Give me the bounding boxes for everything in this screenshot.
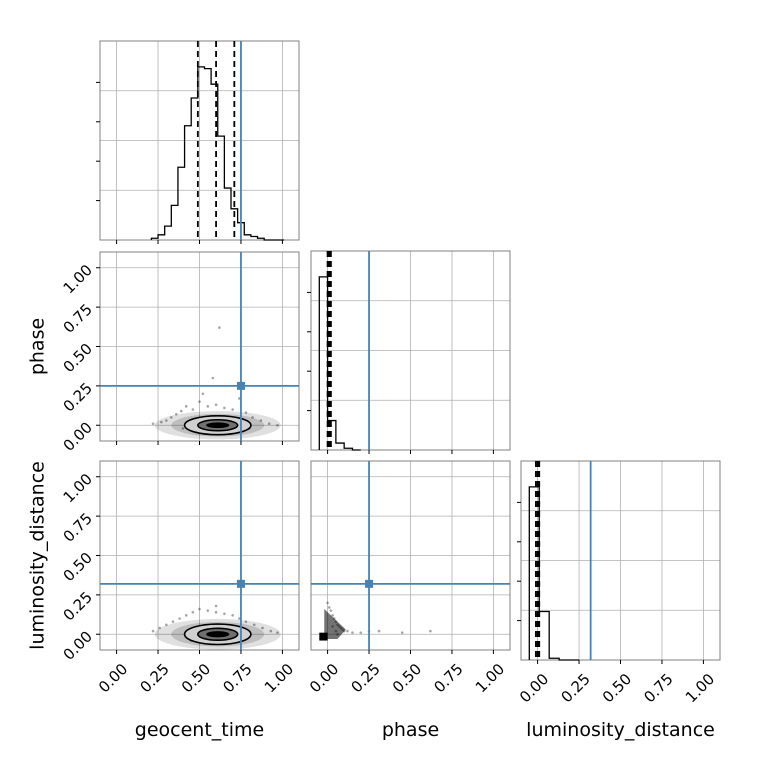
truth-marker bbox=[365, 579, 374, 588]
scatter-point bbox=[165, 623, 168, 627]
scatter-panel-geocent_time-vs-phase bbox=[96, 251, 300, 445]
x-tick-label: 0.25 bbox=[136, 660, 172, 696]
scatter-point bbox=[400, 631, 404, 634]
scatter-point bbox=[179, 409, 183, 413]
scatter-point bbox=[214, 403, 218, 407]
x-tick-label: 0.00 bbox=[95, 660, 131, 696]
scatter-point bbox=[238, 617, 241, 620]
y-tick-label: 0.00 bbox=[60, 628, 96, 664]
scatter-point bbox=[198, 400, 201, 403]
x-tick-label: 0.00 bbox=[516, 670, 552, 706]
x-tick-label: 0.75 bbox=[430, 660, 466, 696]
scatter-point bbox=[214, 610, 218, 614]
density-core bbox=[206, 422, 230, 429]
x-tick-label: 1.00 bbox=[682, 670, 718, 706]
x-tick-label: 0.50 bbox=[599, 670, 635, 706]
y-tick-label: 0.75 bbox=[60, 509, 96, 545]
histogram-step-phase bbox=[318, 276, 361, 451]
scatter-point bbox=[218, 326, 221, 329]
scatter-point bbox=[359, 631, 363, 634]
x-tick-label: 0.25 bbox=[347, 660, 383, 696]
scatter-point bbox=[223, 406, 226, 410]
scatter-point bbox=[329, 609, 333, 612]
histogram-panel-geocent_time bbox=[96, 40, 300, 244]
x-tick-label: 0.75 bbox=[219, 660, 255, 696]
scatter-point bbox=[252, 623, 256, 627]
scatter-point bbox=[238, 397, 241, 400]
scatter-point bbox=[331, 614, 334, 617]
y-tick-label: 0.25 bbox=[60, 588, 96, 624]
scatter-point bbox=[231, 408, 234, 411]
x-tick-label: 0.00 bbox=[306, 660, 342, 696]
scatter-point bbox=[151, 422, 155, 425]
y-tick-label: 0.50 bbox=[60, 549, 96, 585]
truth-marker bbox=[236, 579, 245, 588]
scatter-point bbox=[211, 376, 215, 380]
scatter-point bbox=[191, 610, 195, 614]
y-tick-label: 0.25 bbox=[60, 379, 96, 415]
scatter-point bbox=[276, 423, 279, 427]
density-core bbox=[319, 632, 328, 641]
scatter-point bbox=[244, 411, 248, 414]
scatter-point bbox=[158, 626, 161, 630]
scatter-panel-geocent_time-vs-luminosity_distance bbox=[96, 460, 300, 654]
scatter-point bbox=[184, 405, 188, 408]
density-core bbox=[206, 631, 230, 638]
scatter-point bbox=[223, 612, 226, 616]
y-tick-label: 1.00 bbox=[60, 261, 96, 297]
scatter-point bbox=[160, 420, 163, 424]
scatter-panel-phase-vs-luminosity_distance bbox=[310, 460, 511, 654]
scatter-point bbox=[171, 620, 175, 623]
scatter-point bbox=[351, 631, 354, 634]
scatter-point bbox=[276, 631, 279, 634]
scatter-point bbox=[165, 419, 168, 422]
scatter-point bbox=[174, 412, 178, 416]
scatter-point bbox=[429, 629, 432, 633]
scatter-point bbox=[251, 416, 254, 419]
density-wedge bbox=[324, 609, 346, 639]
scatter-point bbox=[181, 427, 185, 430]
truth-marker bbox=[236, 381, 245, 390]
scatter-point bbox=[327, 606, 331, 609]
x-axis-label-phase: phase bbox=[382, 719, 439, 741]
scatter-point bbox=[377, 629, 381, 633]
scatter-point bbox=[326, 601, 329, 605]
scatter-point bbox=[206, 405, 210, 408]
x-tick-label: 0.75 bbox=[640, 670, 676, 706]
x-axis-label-luminosity_distance: luminosity_distance bbox=[526, 719, 715, 741]
scatter-point bbox=[198, 607, 201, 611]
histogram-panel-phase bbox=[307, 250, 511, 454]
scatter-point bbox=[206, 609, 210, 612]
scatter-point bbox=[178, 617, 181, 620]
scatter-point bbox=[269, 629, 273, 633]
scatter-point bbox=[201, 392, 205, 396]
scatter-point bbox=[244, 620, 248, 623]
x-tick-label: 0.25 bbox=[557, 670, 593, 706]
x-axis-label-geocent_time: geocent_time bbox=[135, 719, 264, 741]
scatter-point bbox=[267, 422, 271, 425]
x-tick-label: 0.50 bbox=[389, 660, 425, 696]
scatter-point bbox=[346, 629, 349, 633]
y-tick-label: 0.00 bbox=[60, 419, 96, 455]
histogram-step-luminosity_distance bbox=[528, 486, 580, 661]
y-tick-label: 1.00 bbox=[60, 470, 96, 506]
scatter-point bbox=[261, 626, 264, 630]
histogram-step-geocent_time bbox=[150, 66, 285, 241]
y-axis-label-phase: phase bbox=[27, 318, 49, 375]
histogram-panel-luminosity_distance bbox=[517, 460, 721, 664]
scatter-point bbox=[184, 614, 188, 617]
y-tick-label: 0.50 bbox=[60, 340, 96, 376]
scatter-point bbox=[191, 408, 195, 411]
scatter-point bbox=[170, 416, 173, 419]
x-tick-label: 1.00 bbox=[472, 660, 508, 696]
scatter-point bbox=[231, 614, 234, 617]
y-axis-label-luminosity_distance: luminosity_distance bbox=[27, 461, 49, 650]
x-tick-label: 0.50 bbox=[178, 660, 214, 696]
scatter-point bbox=[214, 604, 218, 608]
y-tick-label: 0.75 bbox=[60, 300, 96, 336]
x-tick-label: 1.00 bbox=[261, 660, 297, 696]
scatter-point bbox=[259, 419, 263, 422]
scatter-point bbox=[151, 629, 155, 633]
